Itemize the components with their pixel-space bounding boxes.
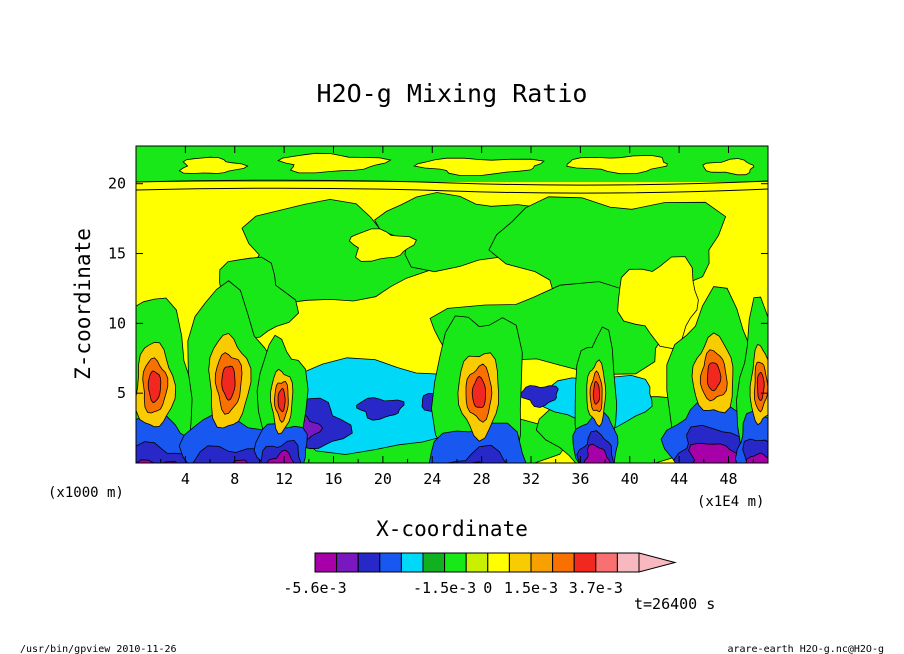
footer-right: arare-earth_H2O-g.nc@H2O-g xyxy=(727,644,884,654)
x-axis: 4 8 12 16 20 24 28 32 36 40 44 48 xyxy=(160,146,754,488)
contour-region xyxy=(592,380,601,405)
contour-region xyxy=(566,154,668,175)
contour-region xyxy=(231,459,249,463)
contour-region xyxy=(445,444,507,463)
colorbar-arrow xyxy=(638,552,677,573)
x-tick-label: 40 xyxy=(621,470,639,488)
x-tick-label: 4 xyxy=(181,470,190,488)
y-tick-label: 10 xyxy=(108,314,126,332)
contour-region xyxy=(178,156,249,174)
x-tick-label: 44 xyxy=(670,470,688,488)
contour-region xyxy=(428,422,527,463)
contour-region xyxy=(356,397,405,421)
colorbar: -5.6e-3 -1.5e-3 0 1.5e-3 3.7e-3 xyxy=(283,552,677,597)
colorbar-tick-label: 3.7e-3 xyxy=(569,579,623,597)
x-tick-label: 28 xyxy=(473,470,491,488)
x-tick-label: 8 xyxy=(230,470,239,488)
colorbar-box xyxy=(465,552,489,573)
contour-region xyxy=(702,158,755,176)
x-tick-label: 16 xyxy=(324,470,342,488)
colorbar-box xyxy=(552,552,575,573)
contour-region xyxy=(136,441,197,463)
x-tick-label: 12 xyxy=(275,470,293,488)
colorbar-box xyxy=(379,552,402,573)
contour-line xyxy=(136,187,768,194)
contour-region xyxy=(237,198,450,305)
x-axis-title: X-coordinate xyxy=(376,517,528,541)
contour-region xyxy=(277,152,392,174)
colorbar-box xyxy=(314,552,338,573)
colorbar-box xyxy=(595,552,618,573)
x-axis-unit: (x1E4 m) xyxy=(697,494,764,510)
contour-region xyxy=(147,370,162,403)
colorbar-box xyxy=(616,552,640,573)
time-label: t=26400 s xyxy=(634,595,715,613)
x-tick-label: 24 xyxy=(423,470,441,488)
y-axis: 5 10 15 20 xyxy=(108,175,768,402)
colorbar-box xyxy=(422,552,446,573)
contour-region xyxy=(221,365,236,401)
x-tick-label: 32 xyxy=(522,470,540,488)
footer-left: /usr/bin/gpview 2010-11-26 xyxy=(20,644,177,654)
contour-region xyxy=(136,459,178,463)
contour-region xyxy=(742,438,768,463)
colorbar-tick-label: 0 xyxy=(483,579,492,597)
contour-region xyxy=(688,442,748,463)
y-tick-label: 15 xyxy=(108,245,126,263)
colorbar-tick-label: -1.5e-3 xyxy=(413,579,476,597)
x-tick-label: 36 xyxy=(571,470,589,488)
x-tick-label: 48 xyxy=(719,470,737,488)
contour-region xyxy=(277,388,286,413)
plot-frame xyxy=(135,145,769,464)
colorbar-box xyxy=(400,552,424,573)
y-axis-unit: (x1000 m) xyxy=(48,485,124,501)
colorbar-box xyxy=(487,552,510,573)
field-contours xyxy=(136,146,768,463)
colorbar-box xyxy=(573,552,597,573)
contour-region xyxy=(745,452,768,463)
contour-region xyxy=(266,449,295,463)
contour-region xyxy=(583,443,611,463)
y-tick-label: 5 xyxy=(117,384,126,402)
colorbar-tick-label: 1.5e-3 xyxy=(504,579,558,597)
x-tick-label: 20 xyxy=(374,470,392,488)
colorbar-box xyxy=(336,552,359,573)
contour-region xyxy=(348,228,417,262)
colorbar-box xyxy=(444,552,467,573)
contour-region xyxy=(413,157,545,176)
colorbar-tick-label: -5.6e-3 xyxy=(283,579,346,597)
colorbar-box xyxy=(508,552,532,573)
colorbar-box xyxy=(530,552,554,573)
contour-region xyxy=(706,362,722,392)
y-axis-title: Z-coordinate xyxy=(71,228,95,380)
contour-region xyxy=(471,375,486,408)
colorbar-box xyxy=(357,552,381,573)
chart-title: H2O-g Mixing Ratio xyxy=(317,79,588,108)
y-tick-label: 20 xyxy=(108,175,126,193)
contour-region xyxy=(192,445,268,463)
contour-line xyxy=(136,179,768,186)
